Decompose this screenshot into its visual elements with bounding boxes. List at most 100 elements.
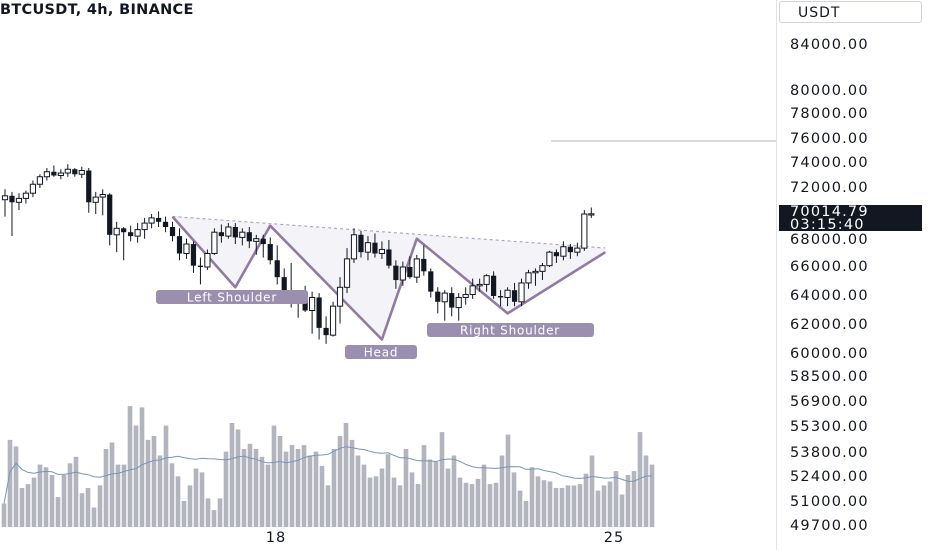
candle	[358, 230, 364, 258]
volume-bar	[151, 436, 157, 527]
volume-bar	[199, 472, 205, 527]
candle	[169, 221, 176, 242]
candle	[134, 223, 141, 243]
candle	[497, 290, 504, 307]
volume-bar	[133, 425, 139, 527]
candle	[29, 180, 37, 198]
volume-bar	[103, 449, 109, 527]
candle	[9, 191, 15, 237]
volume-bar	[553, 488, 559, 527]
price-tick: 55300.00	[790, 419, 869, 435]
candle	[449, 287, 455, 317]
price-tick: 68000.00	[790, 232, 869, 248]
volume-bar	[127, 406, 133, 527]
candle	[469, 278, 476, 299]
candle	[15, 193, 23, 211]
volume-bar	[445, 468, 451, 527]
candle	[372, 233, 378, 258]
candle	[274, 245, 280, 285]
volume-bar	[7, 439, 13, 527]
symbol-title[interactable]: BTCUSDT, 4h, BINANCE	[0, 2, 194, 18]
volume-bar	[535, 476, 541, 527]
volume-bar	[427, 459, 433, 527]
volume-bar	[475, 478, 481, 527]
price-tick: 58500.00	[790, 369, 869, 385]
volume-bar	[163, 425, 169, 527]
candle	[92, 191, 99, 214]
volume-bar	[259, 456, 265, 527]
head-label[interactable]: Head	[345, 345, 417, 360]
last-price-tag[interactable]: 70014.79 03:15:40	[779, 205, 922, 231]
volume-bar	[37, 464, 43, 527]
candle	[491, 271, 497, 299]
candle	[435, 287, 441, 314]
volume-bar	[607, 481, 613, 527]
volume-bar	[451, 455, 457, 527]
volume-bar	[373, 476, 379, 527]
volume-bar	[25, 484, 31, 527]
volume-bar	[469, 484, 475, 527]
price-tick: 64000.00	[790, 288, 869, 304]
volume-bar	[493, 482, 499, 527]
price-tick: 49700.00	[790, 518, 869, 534]
volume-moving-average-line	[3, 446, 653, 504]
chart-pane[interactable]: Left Shoulder Head Right Shoulder	[0, 0, 776, 550]
left-shoulder-label[interactable]: Left Shoulder	[156, 290, 308, 305]
volume-bar	[307, 455, 313, 527]
candle	[413, 254, 420, 283]
candle	[462, 287, 469, 305]
volume-bar	[271, 425, 277, 527]
left-shoulder-text: Left Shoulder	[187, 291, 277, 305]
candle	[393, 260, 399, 289]
volume-bar	[241, 449, 247, 527]
candle	[253, 234, 260, 255]
volume-bar	[571, 485, 577, 527]
volume-bar	[619, 494, 625, 527]
candle	[476, 278, 483, 292]
candle	[107, 193, 113, 246]
candle	[455, 293, 462, 321]
volume-bar	[511, 472, 517, 527]
candle	[511, 282, 518, 307]
volume-bar	[193, 468, 199, 527]
volume-bar	[487, 484, 493, 527]
volume-bar	[343, 423, 349, 527]
time-tick: 25	[603, 530, 625, 546]
volume-bar	[295, 449, 301, 527]
volume-bar	[301, 445, 307, 527]
volume-bar	[253, 449, 259, 527]
price-tick: 56900.00	[790, 394, 869, 410]
volume-bar	[13, 446, 19, 527]
candle	[350, 228, 358, 263]
volume-bar	[319, 465, 325, 527]
candle	[483, 274, 490, 292]
candle	[43, 168, 50, 181]
volume-bar	[223, 451, 229, 527]
volume-bar	[559, 488, 565, 527]
volume-bar	[463, 482, 469, 527]
currency-selector[interactable]: USDT	[779, 1, 922, 23]
candle	[588, 207, 595, 218]
volume-bar	[331, 449, 337, 527]
volume-bar	[85, 488, 91, 527]
candle	[364, 236, 372, 261]
price-tick: 62000.00	[790, 317, 869, 333]
volume-bar	[349, 439, 355, 527]
candle	[532, 268, 539, 286]
volume-bar	[247, 443, 253, 527]
pattern-fill-area	[172, 216, 606, 340]
volume-bar	[187, 485, 193, 527]
head-and-shoulders-pattern-line[interactable]	[171, 215, 606, 341]
head-text: Head	[364, 346, 399, 360]
volume-bar	[1, 503, 7, 527]
candle	[539, 262, 546, 281]
candle	[51, 165, 57, 177]
right-shoulder-text: Right Shoulder	[460, 324, 560, 338]
candle	[407, 256, 413, 279]
candle	[504, 287, 511, 307]
candle	[113, 221, 120, 253]
candle	[86, 168, 92, 213]
right-shoulder-label[interactable]: Right Shoulder	[427, 323, 594, 338]
candle	[204, 249, 211, 270]
price-tick: 53800.00	[790, 445, 869, 461]
